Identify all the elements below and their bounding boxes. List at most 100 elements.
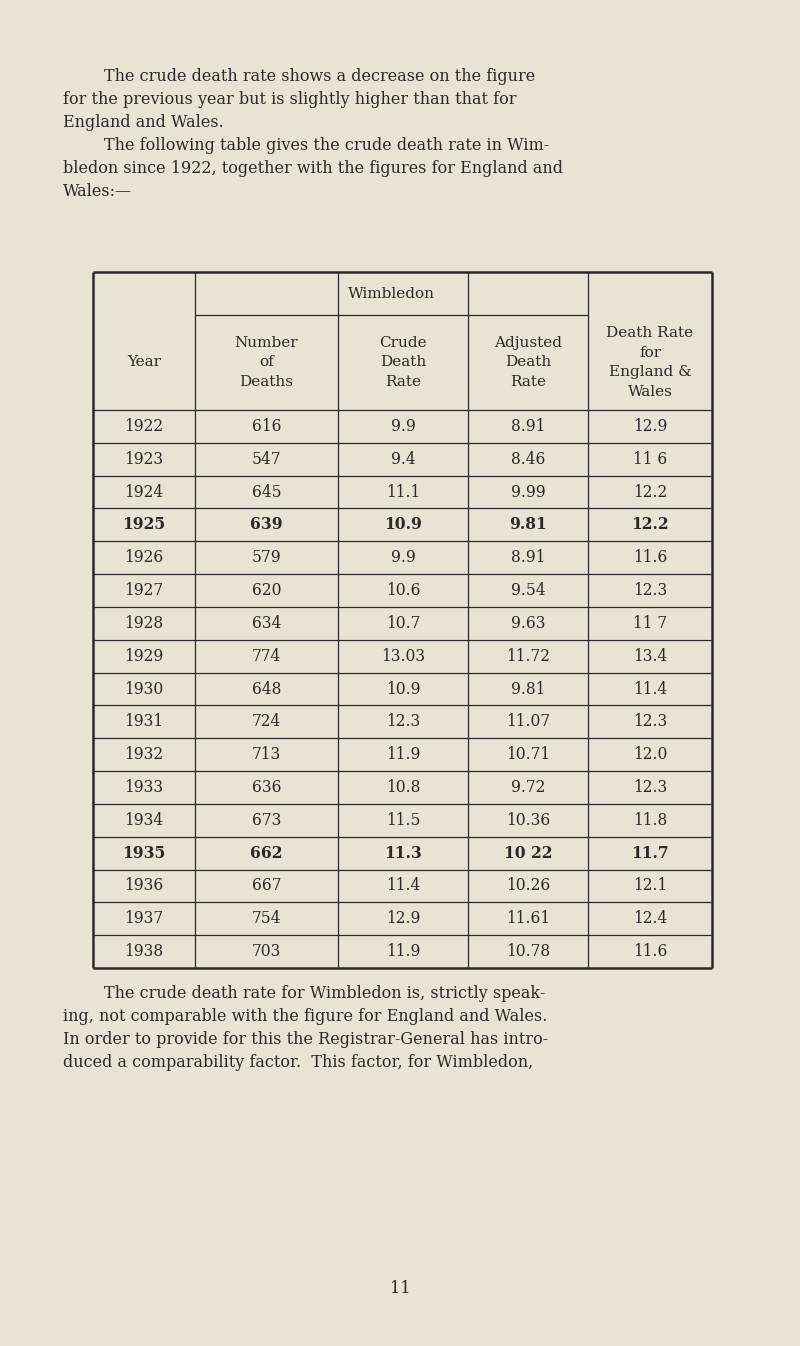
Text: 639: 639 [250,517,283,533]
Text: 12.4: 12.4 [633,910,667,927]
Text: 12.3: 12.3 [633,581,667,599]
Text: 13.4: 13.4 [633,647,667,665]
Text: 636: 636 [252,779,282,795]
Text: 703: 703 [252,944,281,960]
Text: 8.46: 8.46 [511,451,545,468]
Text: 9.81: 9.81 [509,517,547,533]
Text: 13.03: 13.03 [381,647,425,665]
Text: 11.4: 11.4 [633,681,667,697]
Text: 620: 620 [252,581,282,599]
Text: 11.61: 11.61 [506,910,550,927]
Text: 12.2: 12.2 [633,483,667,501]
Text: 11.4: 11.4 [386,878,420,895]
Text: 9.72: 9.72 [511,779,545,795]
Text: The crude death rate shows a decrease on the figure: The crude death rate shows a decrease on… [63,69,535,85]
Text: Crude
Death
Rate: Crude Death Rate [379,336,427,389]
Text: 11.6: 11.6 [633,549,667,567]
Text: ing, not comparable with the figure for England and Wales.: ing, not comparable with the figure for … [63,1008,547,1026]
Text: 616: 616 [252,417,282,435]
Text: 9.81: 9.81 [511,681,545,697]
Text: In order to provide for this the Registrar-General has intro-: In order to provide for this the Registr… [63,1031,548,1049]
Text: 1934: 1934 [125,812,163,829]
Text: 11.9: 11.9 [386,746,420,763]
Text: Year: Year [127,355,161,370]
Text: 9.54: 9.54 [510,581,546,599]
Text: 1929: 1929 [124,647,164,665]
Text: 12.1: 12.1 [633,878,667,895]
Text: 1931: 1931 [125,713,163,731]
Text: 11.9: 11.9 [386,944,420,960]
Text: 673: 673 [252,812,281,829]
Text: 9.4: 9.4 [390,451,415,468]
Text: 12.0: 12.0 [633,746,667,763]
Text: The following table gives the crude death rate in Wim-: The following table gives the crude deat… [63,137,550,153]
Text: 1926: 1926 [124,549,164,567]
Text: 1927: 1927 [125,581,163,599]
Text: 774: 774 [252,647,281,665]
Text: 1936: 1936 [124,878,164,895]
Text: 11: 11 [390,1280,410,1298]
Text: 12.9: 12.9 [386,910,420,927]
Text: 634: 634 [252,615,281,631]
Text: 11.7: 11.7 [631,845,669,861]
Text: England and Wales.: England and Wales. [63,114,224,131]
Text: 1925: 1925 [122,517,166,533]
Text: 9.63: 9.63 [510,615,546,631]
Text: 645: 645 [252,483,282,501]
Text: 11.6: 11.6 [633,944,667,960]
Text: 11.07: 11.07 [506,713,550,731]
Text: for the previous year but is slightly higher than that for: for the previous year but is slightly hi… [63,92,517,108]
Text: 9.9: 9.9 [390,549,415,567]
Text: 12.3: 12.3 [633,713,667,731]
Text: 1933: 1933 [125,779,163,795]
Text: 1928: 1928 [125,615,163,631]
Text: 667: 667 [252,878,282,895]
Text: 713: 713 [252,746,281,763]
Text: 547: 547 [252,451,282,468]
Text: 8.91: 8.91 [511,549,545,567]
Text: 8.91: 8.91 [511,417,545,435]
Text: 11.72: 11.72 [506,647,550,665]
Text: 1937: 1937 [125,910,163,927]
Text: 10.71: 10.71 [506,746,550,763]
Text: 1930: 1930 [124,681,164,697]
Text: 10.9: 10.9 [386,681,420,697]
Text: 10.6: 10.6 [386,581,420,599]
Text: 1922: 1922 [125,417,163,435]
Text: Number
of
Deaths: Number of Deaths [234,336,298,389]
Text: 10.78: 10.78 [506,944,550,960]
Text: 662: 662 [250,845,282,861]
Text: 10.7: 10.7 [386,615,420,631]
Text: bledon since 1922, together with the figures for England and: bledon since 1922, together with the fig… [63,160,563,178]
Text: 579: 579 [252,549,282,567]
Text: 12.3: 12.3 [386,713,420,731]
Text: Death Rate
for
England &
Wales: Death Rate for England & Wales [606,326,694,398]
Text: The crude death rate for Wimbledon is, strictly speak-: The crude death rate for Wimbledon is, s… [63,985,546,1001]
Text: 1935: 1935 [122,845,166,861]
Text: 11.8: 11.8 [633,812,667,829]
Text: 12.3: 12.3 [633,779,667,795]
Text: 724: 724 [252,713,281,731]
Text: 10 22: 10 22 [504,845,552,861]
Text: duced a comparability factor.  This factor, for Wimbledon,: duced a comparability factor. This facto… [63,1054,534,1071]
Text: 10.8: 10.8 [386,779,420,795]
Text: 12.9: 12.9 [633,417,667,435]
Text: 1924: 1924 [125,483,163,501]
Text: 11 7: 11 7 [633,615,667,631]
Text: 10.26: 10.26 [506,878,550,895]
Text: 9.99: 9.99 [510,483,546,501]
Text: 12.2: 12.2 [631,517,669,533]
Text: 648: 648 [252,681,281,697]
Text: 754: 754 [252,910,282,927]
Text: 11.3: 11.3 [384,845,422,861]
Text: 1938: 1938 [125,944,163,960]
Text: 10.36: 10.36 [506,812,550,829]
Text: 11.1: 11.1 [386,483,420,501]
Text: 1932: 1932 [125,746,163,763]
Text: 9.9: 9.9 [390,417,415,435]
Text: Wimbledon: Wimbledon [348,287,435,300]
Text: 11.5: 11.5 [386,812,420,829]
Text: 1923: 1923 [125,451,163,468]
Text: 11 6: 11 6 [633,451,667,468]
Text: Wales:—: Wales:— [63,183,132,201]
